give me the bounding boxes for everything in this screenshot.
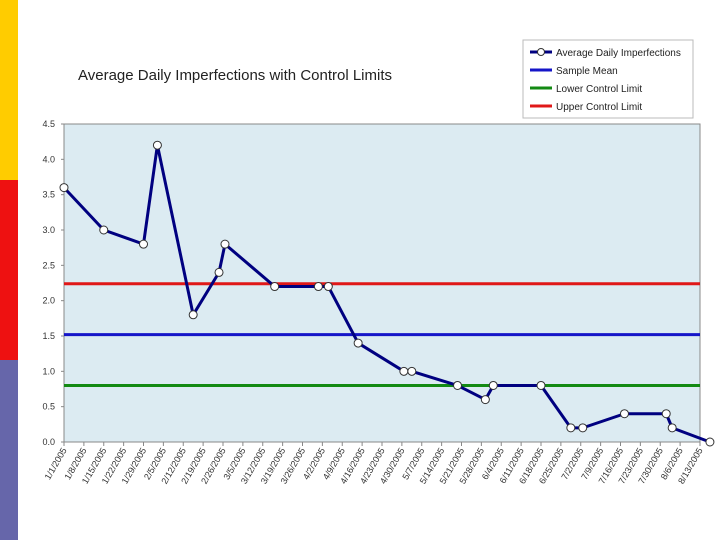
y-tick-label: 3.5	[42, 190, 55, 200]
slide-stripe-purple	[0, 360, 18, 540]
y-tick-label: 2.5	[42, 260, 55, 270]
slide-stripe-red	[0, 180, 18, 360]
y-tick-label: 4.0	[42, 154, 55, 164]
data-point	[152, 140, 162, 150]
y-tick-label: 4.5	[42, 119, 55, 129]
y-tick-label: 2.0	[42, 296, 55, 306]
data-point	[667, 423, 677, 433]
legend-imperfections-marker	[537, 48, 545, 56]
data-point	[270, 282, 280, 292]
y-axis: 0.0 0.5 1.0 1.5 2.0 2.5 3.0 3.5 4.0 4.5	[42, 119, 64, 447]
chart-title: Average Daily Imperfections with Control…	[78, 67, 392, 84]
y-tick-label: 0.5	[42, 402, 55, 412]
legend-lower-control-limit-label: Lower Control Limit	[556, 84, 642, 95]
data-point	[214, 267, 224, 277]
data-point	[407, 366, 417, 376]
data-point	[453, 380, 463, 390]
data-point	[399, 366, 409, 376]
legend-upper-control-limit-label: Upper Control Limit	[556, 102, 642, 113]
data-point	[578, 423, 588, 433]
legend: Average Daily Imperfections Sample Mean Lo…	[522, 39, 694, 119]
data-point	[220, 239, 230, 249]
x-axis: 1/1/20051/8/20051/15/20051/22/20051/29/2…	[43, 442, 705, 486]
y-tick-label: 3.0	[42, 225, 55, 235]
imperfections-series	[59, 140, 715, 447]
data-point	[188, 310, 198, 320]
control-lines	[64, 282, 700, 387]
data-point	[619, 409, 629, 419]
data-point	[323, 282, 333, 292]
data-point	[353, 338, 363, 348]
legend-imperfections-label: Average Daily Imperfections	[556, 48, 681, 59]
slide-stripe-yellow	[0, 0, 18, 180]
data-point	[313, 282, 323, 292]
data-point	[536, 380, 546, 390]
data-point	[705, 437, 715, 447]
data-point	[566, 423, 576, 433]
data-point	[480, 395, 490, 405]
legend-sample-mean-label: Sample Mean	[556, 66, 618, 77]
data-point	[99, 225, 109, 235]
data-point	[488, 380, 498, 390]
y-tick-label: 1.5	[42, 331, 55, 341]
data-point	[139, 239, 148, 249]
data-point	[59, 183, 69, 193]
data-point	[661, 409, 671, 419]
y-tick-label: 1.0	[42, 366, 55, 376]
y-tick-label: 0.0	[42, 437, 55, 447]
